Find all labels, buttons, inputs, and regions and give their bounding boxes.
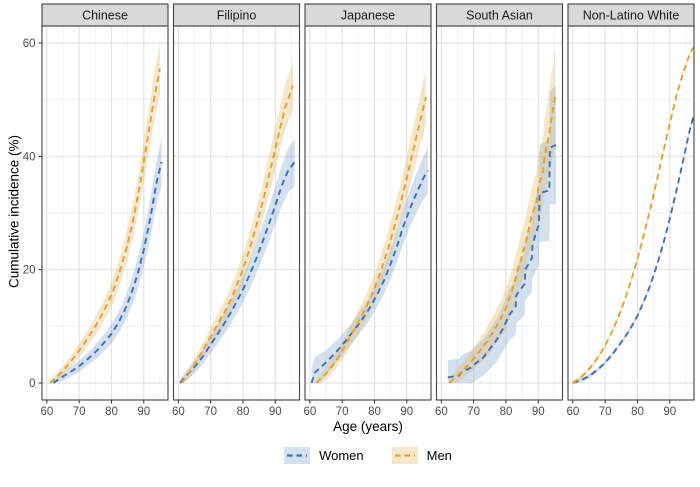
legend-label-women: Women (319, 448, 364, 463)
women-confidence-ribbon (53, 139, 162, 383)
x-tick-label: 90 (269, 406, 282, 418)
facet-strip-label: Japanese (341, 9, 395, 23)
x-tick-label: 90 (137, 406, 150, 418)
women-line (52, 161, 163, 384)
x-tick-label: 90 (400, 406, 413, 418)
y-tick-label: 60 (23, 38, 36, 50)
facet-strip (172, 3, 301, 27)
plot-area (179, 61, 296, 384)
men-line (49, 68, 161, 384)
x-tick-label: 60 (40, 406, 53, 418)
y-tick-label: 40 (23, 151, 36, 163)
men-dashed-line-key-icon (391, 447, 418, 464)
x-tick-label: 60 (172, 406, 185, 418)
plot-area (447, 48, 557, 384)
y-axis-title: Cumulative incidence (%) (6, 134, 22, 289)
men-line (180, 85, 294, 384)
x-tick-label: 70 (204, 406, 217, 418)
y-tick-label: 20 (23, 265, 36, 277)
women-confidence-ribbon (180, 138, 295, 383)
x-axis-title: Age (years) (333, 419, 403, 434)
x-tick-label: 80 (237, 406, 250, 418)
x-tick-label: 60 (566, 406, 579, 418)
legend-label-men: Men (426, 448, 452, 463)
women-line (447, 144, 557, 379)
facet-strip-label: South Asian (466, 9, 533, 23)
facet-strip (41, 3, 169, 27)
women-line (310, 170, 429, 384)
x-tick-label: 70 (336, 406, 349, 418)
facet-panel-chinese: Chinese 60 70 80 90 0 20 40 60 (23, 3, 169, 418)
plot-area (572, 45, 694, 384)
x-tick-label: 80 (500, 406, 513, 418)
x-tick-label: 90 (663, 406, 676, 418)
legend: Women Men (42, 447, 694, 464)
plot-area (310, 70, 429, 384)
x-tick-label: 70 (467, 406, 480, 418)
women-confidence-ribbon (311, 147, 428, 383)
facet-panel-south-asian: South Asian 60 70 80 90 (435, 3, 564, 418)
women-legend-swatch (284, 447, 311, 464)
facet-panel-non-latino-white: Non-Latino White 60 70 80 90 (566, 3, 695, 418)
facet-strip (567, 3, 695, 27)
x-tick-label: 60 (303, 406, 316, 418)
men-legend-swatch (391, 447, 418, 464)
women-dashed-line-key-icon (284, 447, 311, 464)
facet-panel-japanese: Japanese 60 70 80 90 (303, 3, 432, 418)
men-confidence-ribbon (50, 42, 160, 384)
men-line (448, 96, 557, 384)
x-tick-label: 90 (532, 406, 545, 418)
x-tick-label: 80 (631, 406, 644, 418)
x-tick-label: 80 (105, 406, 118, 418)
x-tick-label: 70 (599, 406, 612, 418)
women-line (572, 117, 694, 384)
men-line (315, 96, 428, 384)
facet-panel-filipino: Filipino 60 70 80 90 (172, 3, 301, 418)
facet-strip (304, 3, 432, 27)
women-confidence-ribbon (447, 85, 556, 383)
y-tick-label: 0 (29, 378, 35, 390)
plot-area (49, 42, 163, 384)
facet-strip-label: Non-Latino White (583, 9, 680, 23)
facet-strip-label: Filipino (217, 9, 257, 23)
legend-item-women: Women (284, 447, 364, 464)
facet-strip (435, 3, 564, 27)
x-tick-label: 60 (435, 406, 448, 418)
x-tick-label: 70 (73, 406, 86, 418)
x-tick-label: 80 (368, 406, 381, 418)
facet-strip-label: Chinese (82, 9, 128, 23)
legend-item-men: Men (391, 447, 452, 464)
